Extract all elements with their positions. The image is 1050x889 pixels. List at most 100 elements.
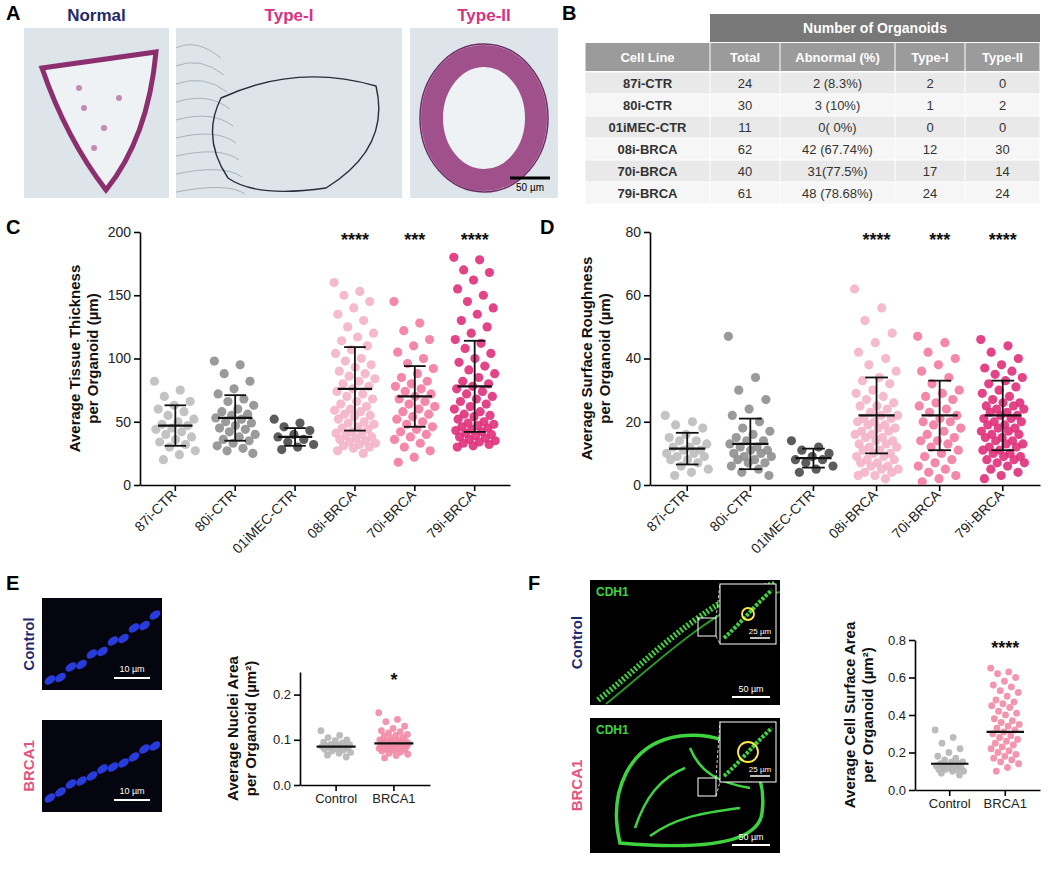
data-point bbox=[738, 423, 747, 432]
data-point bbox=[850, 284, 859, 293]
data-point bbox=[951, 471, 960, 480]
tick-mark bbox=[644, 485, 650, 487]
table-cell bbox=[586, 139, 710, 160]
significance-label: **** bbox=[461, 230, 489, 250]
table-cell-text: 1 bbox=[926, 98, 933, 113]
data-point bbox=[981, 433, 990, 442]
axis-title: Average Nuclei Areaper Organoid (µm²) bbox=[224, 655, 259, 800]
table-cell-text: 0 bbox=[926, 120, 933, 135]
x-tick: 08i-BRCA bbox=[825, 485, 881, 542]
data-point bbox=[428, 422, 437, 431]
table-cell-text: 40 bbox=[738, 164, 752, 179]
tick-mark bbox=[909, 790, 915, 792]
data-point bbox=[409, 341, 418, 350]
data-point bbox=[951, 354, 960, 363]
x-tick: 80i-CTR bbox=[191, 485, 239, 535]
mean-line bbox=[732, 443, 768, 445]
tick-mark bbox=[644, 358, 650, 360]
scale-bar-label: 10 µm bbox=[119, 786, 144, 796]
data-point bbox=[1007, 367, 1016, 376]
data-point bbox=[764, 471, 773, 480]
nucleus bbox=[137, 742, 151, 755]
stain-label: CDH1 bbox=[596, 723, 629, 737]
data-point bbox=[1013, 751, 1020, 758]
x-tick: 87i-CTR bbox=[131, 485, 179, 535]
data-point bbox=[175, 450, 184, 459]
data-point bbox=[429, 364, 438, 373]
data-point bbox=[400, 442, 409, 451]
axis-title-line: Average Tissue Thickness bbox=[66, 265, 83, 453]
mean-line bbox=[158, 424, 192, 426]
data-point bbox=[954, 446, 963, 455]
data-point bbox=[249, 401, 258, 410]
data-point bbox=[950, 734, 957, 741]
y-tick: 150 bbox=[108, 287, 140, 303]
data-point bbox=[851, 389, 860, 398]
error-bar-cap bbox=[739, 468, 762, 470]
tick-mark bbox=[393, 785, 395, 791]
plot-marks bbox=[661, 284, 1029, 485]
header-group-cell bbox=[710, 14, 1040, 42]
data-point bbox=[381, 754, 388, 761]
table-cell bbox=[586, 95, 710, 116]
table-cell bbox=[711, 139, 780, 160]
tick-mark bbox=[354, 485, 356, 491]
panel-letter: B bbox=[562, 2, 576, 24]
x-tick: 08i-BRCA bbox=[304, 485, 360, 542]
data-point bbox=[1009, 717, 1016, 724]
data-point bbox=[1013, 710, 1020, 717]
data-point bbox=[929, 420, 938, 429]
tick-mark bbox=[294, 485, 296, 491]
axis-line bbox=[301, 785, 431, 787]
data-point bbox=[213, 441, 222, 450]
data-point bbox=[453, 442, 462, 451]
row-label: BRCA1 bbox=[20, 740, 37, 792]
image-background bbox=[590, 718, 780, 853]
tissue-speck bbox=[81, 105, 87, 111]
data-point bbox=[864, 360, 873, 369]
tick-label: 01iMEC-CTR bbox=[229, 486, 299, 556]
table: Number of OrganoidsCell LineTotalAbnorma… bbox=[586, 14, 1041, 204]
tick-mark bbox=[1004, 790, 1006, 796]
data-point bbox=[666, 455, 675, 464]
epithelium bbox=[598, 584, 775, 700]
tick-mark bbox=[134, 485, 140, 487]
data-point bbox=[704, 465, 713, 474]
data-point bbox=[419, 354, 428, 363]
data-point bbox=[370, 374, 379, 383]
nucleus bbox=[53, 785, 67, 798]
data-point bbox=[150, 377, 159, 386]
data-point bbox=[1003, 461, 1012, 470]
data-point bbox=[978, 389, 987, 398]
data-point bbox=[358, 389, 367, 398]
data-point bbox=[1012, 674, 1019, 681]
data-point bbox=[191, 446, 200, 455]
data-point bbox=[976, 335, 985, 344]
scale-bar bbox=[732, 844, 770, 846]
data-point bbox=[991, 715, 998, 722]
plot-marks bbox=[317, 709, 414, 761]
data-point bbox=[349, 444, 358, 453]
organoid-lumen bbox=[42, 52, 156, 190]
data-point bbox=[163, 411, 172, 420]
data-point bbox=[337, 336, 346, 345]
data-point bbox=[988, 702, 995, 709]
table-cell bbox=[586, 183, 710, 204]
mean-line bbox=[922, 414, 958, 416]
tick-mark bbox=[949, 790, 951, 796]
data-point bbox=[463, 297, 472, 306]
matrix-fiber bbox=[176, 116, 233, 126]
data-point bbox=[456, 397, 465, 406]
data-point bbox=[870, 471, 879, 480]
data-point bbox=[353, 332, 362, 341]
table-cell bbox=[966, 139, 1040, 160]
tick-label: 0.0 bbox=[273, 778, 291, 793]
tick-label: 50 bbox=[115, 414, 131, 430]
data-point bbox=[888, 329, 897, 338]
mean-line bbox=[317, 745, 356, 747]
nucleus bbox=[127, 750, 141, 763]
data-point bbox=[990, 682, 997, 689]
tick-label: 0.2 bbox=[888, 745, 906, 760]
error-bar-cap bbox=[865, 377, 888, 379]
cell-outline bbox=[738, 742, 758, 762]
